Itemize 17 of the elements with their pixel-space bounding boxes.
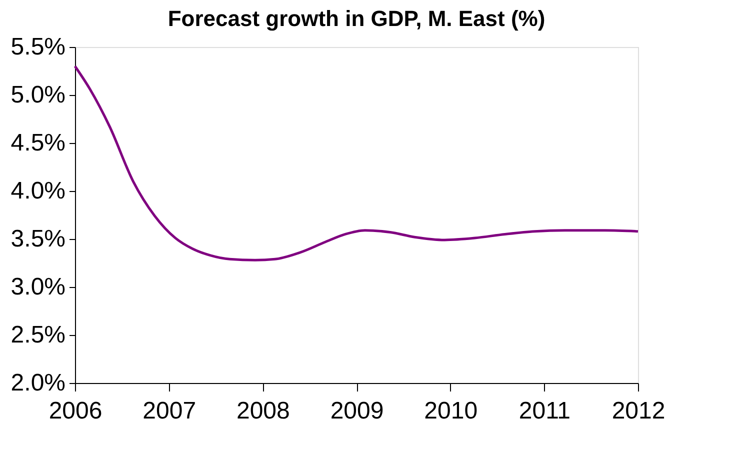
y-tick-label: 5.0% — [10, 82, 66, 108]
x-tick-label: 2012 — [612, 398, 666, 424]
x-tick-label: 2007 — [142, 398, 196, 424]
y-tick-label: 4.5% — [10, 130, 66, 156]
y-tick-label: 3.5% — [10, 226, 66, 252]
y-tick-label: 5.5% — [10, 34, 66, 60]
y-tick-label: 4.0% — [10, 178, 66, 204]
y-tick-label: 2.5% — [10, 322, 66, 348]
x-tick-label: 2009 — [330, 398, 384, 424]
x-tick-label: 2006 — [48, 398, 102, 424]
y-tick-label: 3.0% — [10, 274, 66, 300]
y-tick-label: 2.0% — [10, 370, 66, 396]
chart-title: Forecast growth in GDP, M. East (%) — [168, 6, 546, 31]
x-tick-label: 2010 — [424, 398, 478, 424]
x-tick-label: 2008 — [236, 398, 290, 424]
line-series — [74, 64, 640, 262]
x-tick-label: 2011 — [518, 398, 570, 424]
